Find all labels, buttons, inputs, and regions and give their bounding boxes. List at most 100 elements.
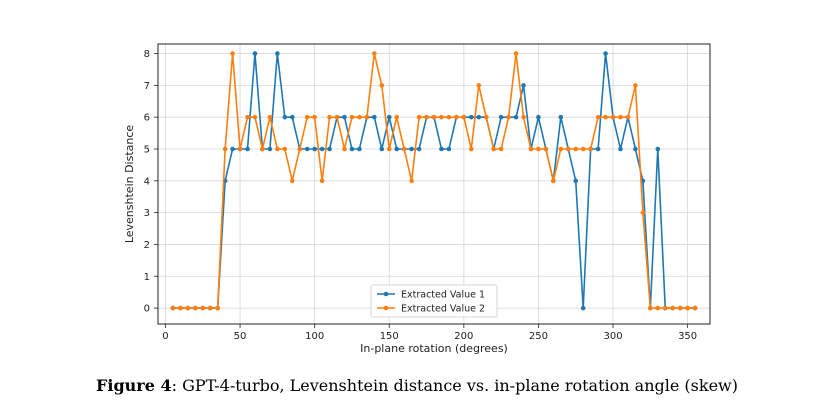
legend-swatch-marker [383,305,389,311]
data-point [461,114,467,120]
data-point [245,114,250,120]
data-point [648,305,653,311]
figure-label: Figure 4 [96,376,172,395]
data-point [312,114,317,120]
data-point [677,305,683,311]
data-point [207,305,213,311]
data-point [252,51,258,56]
data-point [297,146,303,152]
data-point [192,305,198,311]
data-point [394,114,400,120]
data-point [319,146,325,152]
data-point [282,146,288,152]
data-point [289,114,295,120]
data-point [618,114,623,120]
axis-ticks: 0 50 100 150 200 250 300 350 0 1 2 3 4 5 6 7 8 [144,49,698,342]
data-point [237,146,243,152]
data-point [692,305,698,311]
data-point [230,146,235,152]
caption-text: : GPT-4-turbo, Levenshtein distance vs. … [171,376,738,395]
data-point [267,146,273,152]
data-point [573,178,579,184]
y-axis-label: Levenshtein Distance [123,125,136,244]
data-point [416,146,422,152]
data-point [275,146,280,152]
data-point [304,114,310,120]
data-point [521,114,526,120]
data-point [275,51,280,56]
data-point [498,114,504,120]
data-point [618,146,623,152]
data-point [468,114,474,120]
series-layer [170,51,698,311]
legend: Extracted Value 1 Extracted Value 2 [370,284,498,318]
data-point [170,305,176,311]
data-point [565,146,571,152]
data-point [409,146,414,152]
data-point [431,114,437,120]
data-point [610,114,616,120]
data-point [439,114,444,120]
data-point [364,114,370,120]
data-point [536,114,541,120]
data-point [282,114,288,120]
data-point [252,114,258,120]
data-point [446,114,452,120]
data-point [372,114,377,120]
data-point [633,146,638,152]
data-point [230,51,235,56]
data-point [185,305,191,311]
data-point [513,114,519,120]
data-point [662,305,668,311]
y-tick-label: 1 [144,272,150,283]
y-tick-label: 4 [144,176,150,187]
data-point [327,114,332,120]
data-point [513,51,519,56]
data-point [200,305,206,311]
data-point [476,83,482,88]
y-tick-label: 7 [144,81,150,92]
data-point [394,146,400,152]
data-point [603,114,608,120]
data-point [595,146,601,152]
data-point [267,114,273,120]
data-point [319,178,325,184]
data-point [222,146,228,152]
data-point [454,114,459,120]
data-point [357,114,362,120]
data-point [483,114,489,120]
data-point [386,114,392,120]
data-point [178,305,183,311]
data-point [349,114,355,120]
data-point [603,51,608,56]
data-point [342,146,347,152]
y-tick-label: 5 [144,145,150,156]
grid [158,44,710,324]
data-point [558,146,564,152]
data-point [379,83,385,88]
x-tick-label: 250 [529,331,548,342]
data-point [372,51,377,56]
data-point [476,114,482,120]
y-tick-label: 6 [144,113,150,124]
data-point [580,146,586,152]
x-tick-label: 150 [380,331,399,342]
data-point [580,305,586,311]
data-point [312,146,317,152]
data-point [521,83,526,88]
data-point [655,305,661,311]
data-point [446,146,452,152]
data-point [588,146,593,152]
legend-swatch-marker [383,291,389,297]
y-tick-label: 2 [144,240,150,251]
data-point [245,146,250,152]
data-point [506,114,511,120]
legend-label: Extracted Value 2 [401,304,485,315]
data-point [289,178,295,184]
x-axis-label: In-plane rotation (degrees) [360,342,508,355]
data-point [416,114,422,120]
data-point [640,210,646,215]
data-point [625,114,631,120]
y-tick-label: 3 [144,208,150,219]
